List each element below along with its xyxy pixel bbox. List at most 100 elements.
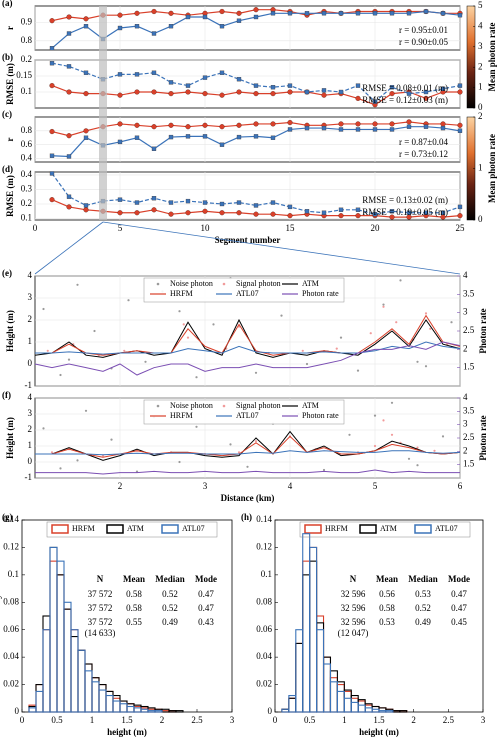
y-tick-label: 0 [268, 706, 273, 716]
table-cell: 32 596 [341, 589, 366, 599]
marker [338, 89, 344, 95]
colorbar-label: Mean photon rate [487, 134, 497, 203]
x-tick-label: 1 [342, 715, 347, 725]
marker [321, 11, 327, 16]
y-tick-label: 0.08 [3, 596, 19, 606]
table-cell: 0.49 [162, 617, 178, 627]
table-cell: 0.58 [126, 603, 142, 613]
y2-tick-label: 2.5 [463, 432, 475, 442]
marker [202, 91, 208, 97]
panel-label: (h) [241, 512, 252, 522]
marker [151, 31, 157, 36]
marker [287, 11, 293, 16]
marker [168, 134, 174, 140]
photon-point [450, 321, 453, 324]
marker [321, 210, 327, 215]
colorbar-tick-label: 2 [478, 61, 483, 71]
y-tick-label: 0.02 [256, 679, 272, 689]
marker [83, 16, 89, 22]
marker [66, 64, 72, 69]
marker [151, 196, 157, 201]
legend-swatch [156, 282, 160, 286]
marker [389, 121, 395, 127]
marker [49, 171, 55, 176]
marker [168, 91, 174, 97]
marker [338, 207, 344, 212]
marker [321, 88, 327, 93]
legend-box [46, 521, 218, 538]
zoom-connector [34, 221, 104, 275]
legend-label: ATL07 [435, 524, 458, 533]
photon-point [280, 314, 283, 317]
x-tick-label: 4 [288, 481, 293, 491]
colorbar-tick-label: 1 [478, 82, 483, 92]
marker [406, 124, 412, 129]
y-tick-label: 0.3 [21, 184, 33, 194]
marker [168, 200, 174, 205]
photon-point [110, 438, 113, 441]
y-axis-label: Height (m) [5, 310, 15, 352]
photon-point [123, 349, 126, 352]
marker [49, 61, 55, 66]
y-tick-label: 0 [28, 456, 33, 466]
x-tick-label: 5 [373, 481, 378, 491]
photon-point [42, 427, 45, 430]
marker [389, 91, 395, 97]
photon-point [76, 283, 79, 286]
y-tick-label: 0.1 [8, 569, 19, 579]
marker [66, 14, 72, 20]
marker [219, 92, 225, 98]
legend-box [299, 521, 471, 538]
x-tick-label: 1.5 [373, 715, 385, 725]
x-tick-label: 1.5 [121, 715, 133, 725]
legend-label: ATL07 [236, 411, 259, 420]
marker [338, 11, 344, 16]
marker [202, 122, 208, 128]
x-tick-label: 3 [481, 715, 486, 725]
y-tick-label: 0.8 [21, 125, 33, 135]
marker [253, 14, 259, 20]
photon-point [178, 460, 181, 464]
marker [457, 204, 463, 210]
marker [83, 135, 89, 140]
table-note: (14 633) [85, 628, 116, 638]
marker [253, 83, 259, 88]
y2-tick-label: 2 [463, 445, 468, 455]
marker [83, 91, 89, 97]
marker [83, 70, 89, 75]
marker [440, 121, 446, 127]
marker [219, 210, 225, 216]
marker [355, 207, 361, 212]
histogram-bar [175, 710, 184, 713]
photon-point [441, 435, 445, 438]
photon-point [59, 467, 62, 470]
photon-point [127, 299, 130, 302]
legend-label: Noise photon [170, 401, 213, 410]
marker [389, 209, 395, 214]
y-tick-label: 0.15 [16, 70, 32, 80]
x-tick-label: 0 [33, 223, 38, 233]
marker [457, 128, 463, 133]
marker [287, 127, 293, 132]
table-cell: 0.45 [451, 617, 467, 627]
zoom-connector [102, 221, 461, 275]
marker [66, 133, 72, 139]
y-axis-label: r [5, 138, 15, 142]
x-tick-label: 6 [458, 481, 463, 491]
series-line [35, 435, 461, 458]
series-line [34, 341, 461, 376]
marker [49, 128, 55, 135]
marker [457, 122, 463, 128]
x-tick-label: 0.5 [304, 715, 316, 725]
marker [355, 213, 361, 219]
series-line [35, 430, 461, 461]
marker [134, 89, 140, 95]
x-tick-label: 2.5 [191, 715, 203, 725]
marker [117, 197, 123, 202]
marker [406, 11, 412, 16]
marker [202, 208, 208, 214]
marker [83, 128, 89, 134]
x-tick-label: 25 [456, 223, 466, 233]
y-tick-label: 0.1 [261, 569, 272, 579]
marker [66, 89, 72, 95]
